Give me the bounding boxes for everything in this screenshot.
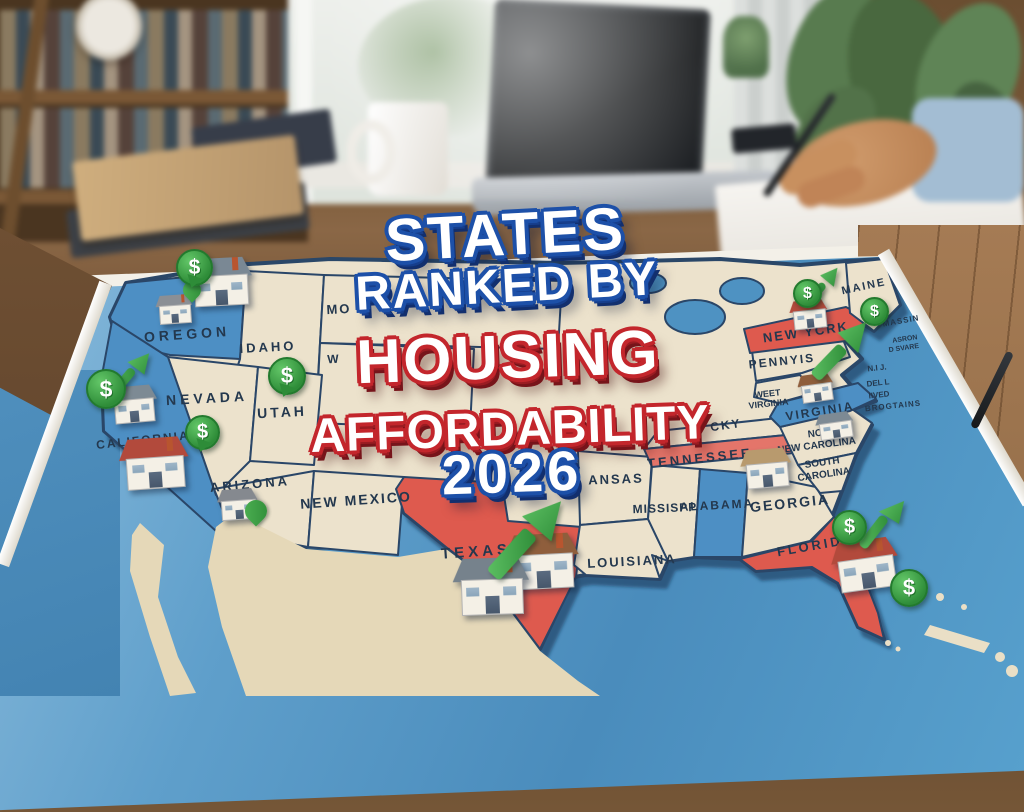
shelf-plank [0,90,308,104]
state-label-utah: UTAH [256,402,308,422]
dollar-badge-icon: $ [890,569,928,607]
island [961,604,967,610]
dollar-badge-icon: $ [793,279,822,308]
state-shape-west-virginia [753,374,815,404]
island [995,652,1005,662]
arrow-shaft [486,527,538,582]
window-glare [270,0,790,200]
house-marker [816,411,854,441]
florida-key [885,640,891,646]
arrow-shaft [810,343,849,383]
growth-arrow-icon [810,322,870,383]
title-line-housing: HOUSING [355,317,661,398]
state-shape-montana [319,274,563,350]
state-label-west-virginia: WEET VIRGINIA [748,387,789,412]
title-line-year: 2026 [440,438,584,507]
great-lake [664,299,726,335]
state-label-montana-partial: MO [326,300,352,318]
island [936,593,944,601]
house-chimney [232,257,239,271]
dollar-badge-icon: $ [832,510,867,545]
baja-peninsula [130,523,196,696]
house-walls [126,454,186,491]
growth-arrow-icon [486,501,568,582]
state-shape-virginia [769,382,877,428]
house-marker [742,447,790,490]
florida-key [895,646,901,652]
house-chimney [166,436,174,451]
state-label-idaho: IDAHO [239,338,297,357]
dollar-badge-icon: $ [268,357,306,395]
dollar-badge-icon: $ [185,415,220,450]
house-marker [122,436,186,491]
state-shape-new-mexico [307,470,405,556]
house-walls [159,304,192,325]
desk-photo-background [0,0,1024,290]
dollar-badge-icon: $ [176,249,213,286]
state-label-arkansas-partial: ANSAS [587,470,644,488]
island-cuba [924,625,990,653]
book-row [0,10,290,90]
state-shape-mississippi [647,464,701,562]
great-lake [629,272,667,294]
mexico-landmass [208,513,600,696]
island [1006,665,1018,677]
state-shape-south-carolina [797,452,857,494]
house-walls [745,461,790,490]
house-walls [460,577,525,617]
great-lake [719,277,765,305]
alarm-clock [76,0,142,60]
dollar-badge-icon: $ [860,297,889,326]
dollar-badge-icon: $ [86,369,126,409]
state-label-wyoming-partial: W [326,351,339,367]
house-marker [157,294,192,325]
